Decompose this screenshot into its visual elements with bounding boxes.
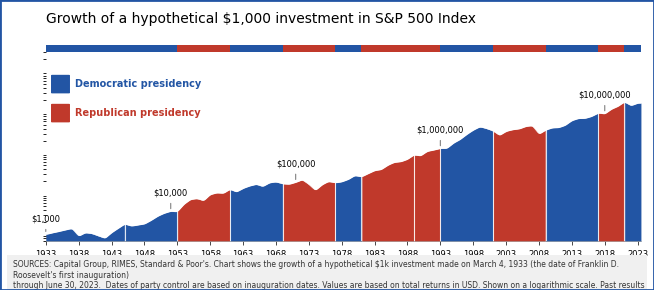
Text: $1,000,000: $1,000,000 xyxy=(417,126,464,146)
Text: SOURCES: Capital Group, RIMES, Standard & Poor's. Chart shows the growth of a hy: SOURCES: Capital Group, RIMES, Standard … xyxy=(13,260,645,290)
Text: Republican presidency: Republican presidency xyxy=(75,108,201,118)
Bar xyxy=(177,45,230,52)
Bar xyxy=(230,45,283,52)
Bar xyxy=(493,45,545,52)
Bar xyxy=(414,45,440,52)
Text: $1,000: $1,000 xyxy=(31,215,60,231)
Bar xyxy=(625,45,641,52)
Bar xyxy=(283,45,335,52)
Text: Growth of a hypothetical $1,000 investment in S&P 500 Index: Growth of a hypothetical $1,000 investme… xyxy=(46,12,475,26)
Bar xyxy=(440,45,493,52)
Bar xyxy=(598,45,625,52)
Bar xyxy=(545,45,598,52)
Bar xyxy=(362,45,414,52)
FancyBboxPatch shape xyxy=(51,75,70,93)
FancyBboxPatch shape xyxy=(51,104,70,122)
Text: $100,000: $100,000 xyxy=(276,160,315,180)
Bar xyxy=(335,45,362,52)
Bar xyxy=(46,45,125,52)
Text: $10,000: $10,000 xyxy=(154,189,188,209)
Text: $10,000,000: $10,000,000 xyxy=(578,91,631,111)
Bar xyxy=(125,45,177,52)
Text: Democratic presidency: Democratic presidency xyxy=(75,79,201,89)
